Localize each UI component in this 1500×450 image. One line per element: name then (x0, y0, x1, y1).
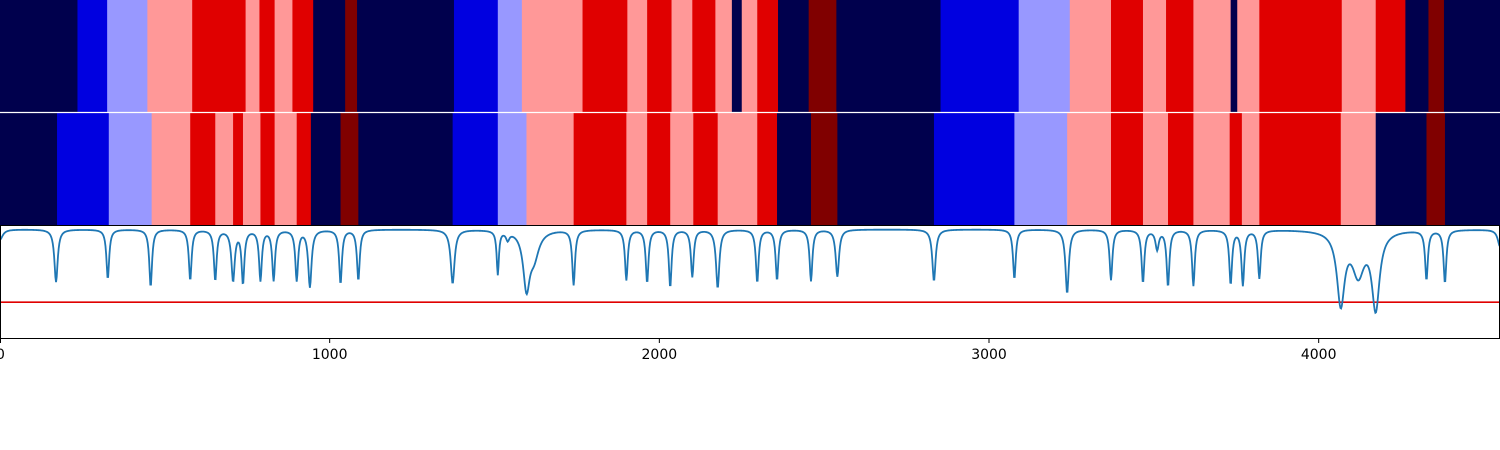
x-tick-label: 4000 (1301, 347, 1337, 363)
band-segment (1018, 0, 1071, 113)
band-segment (757, 112, 778, 225)
band-segment (147, 0, 193, 113)
band-segment (274, 112, 298, 225)
x-tick-label: 0 (0, 347, 5, 363)
band-segment (1405, 0, 1430, 113)
band-segment (1426, 112, 1446, 225)
band-segment (777, 112, 812, 225)
band-segment (1428, 0, 1445, 113)
band-segment (292, 0, 314, 113)
band-segment (810, 112, 838, 225)
band-segment (1241, 112, 1260, 225)
band-segment (1166, 0, 1194, 113)
band-segment (1110, 0, 1144, 113)
band-segment (453, 0, 499, 113)
band-segment (1340, 112, 1377, 225)
band-segment (77, 0, 108, 113)
band-segment (1014, 112, 1068, 225)
band-segment (1110, 112, 1144, 225)
upper-segmentation-band (0, 0, 1500, 113)
band-segment (452, 112, 499, 225)
x-axis: 0 1000 2000 3000 4000 (0, 338, 1337, 363)
band-segment (215, 112, 234, 225)
band-segment (0, 112, 58, 225)
band-segment (1230, 0, 1238, 113)
band-segment (313, 0, 346, 113)
band-segment (1069, 0, 1112, 113)
band-segment (233, 112, 244, 225)
band-segment (582, 0, 628, 113)
plot-frame (0, 225, 1500, 339)
band-segment (693, 112, 719, 225)
band-segment (345, 0, 358, 113)
band-segment (1229, 112, 1243, 225)
band-segment (1443, 0, 1500, 113)
band-segment (190, 112, 216, 225)
band-segment (1259, 0, 1343, 113)
band-segment (670, 112, 694, 225)
band-segment (192, 0, 247, 113)
band-segment (1168, 112, 1194, 225)
band-segment (627, 0, 648, 113)
band-segment (933, 112, 1015, 225)
band-segment (671, 0, 693, 113)
band-segment (647, 0, 673, 113)
signal-line (0, 228, 1500, 315)
band-segment (57, 112, 110, 225)
band-segment (1375, 112, 1428, 225)
band-segment (836, 0, 942, 113)
lower-segmentation-band (0, 112, 1500, 225)
band-segment (274, 0, 294, 113)
band-segment (573, 112, 627, 225)
x-tick-label: 2000 (642, 347, 678, 363)
band-segment (692, 0, 716, 113)
band-segment (1193, 0, 1232, 113)
band-segment (260, 112, 276, 225)
band-segment (1067, 112, 1112, 225)
band-segment (1193, 112, 1231, 225)
band-segment (521, 0, 584, 113)
band-segment (526, 112, 575, 225)
band-segment (108, 112, 153, 225)
band-segment (1259, 112, 1342, 225)
band-segment (340, 112, 359, 225)
band-segment (242, 112, 262, 225)
band-segment (259, 0, 276, 113)
band-segment (757, 0, 779, 113)
band-segment (647, 112, 671, 225)
band-segment (626, 112, 648, 225)
band-segment (296, 112, 312, 225)
band-segment (741, 0, 758, 113)
band-segment (107, 0, 148, 113)
band-segment (717, 112, 758, 225)
band-segment (1142, 112, 1169, 225)
band-segment (837, 112, 935, 225)
x-tick-label: 3000 (971, 347, 1007, 363)
band-segment (1341, 0, 1377, 113)
band-segment (0, 0, 79, 113)
band-segment (358, 112, 454, 225)
band-segment (1444, 112, 1500, 225)
band-segment (940, 0, 1020, 113)
band-segment (1142, 0, 1167, 113)
band-segment (497, 112, 528, 225)
band-segment (731, 0, 743, 113)
band-segment (310, 112, 342, 225)
signal-plot-panel (0, 225, 1500, 339)
band-segment (1375, 0, 1406, 113)
band-segment (778, 0, 810, 113)
band-segment (1237, 0, 1260, 113)
band-segment (808, 0, 837, 113)
band-segment (245, 0, 261, 113)
band-segment (497, 0, 523, 113)
band-segment (715, 0, 733, 113)
band-segment (151, 112, 191, 225)
band-segment (357, 0, 455, 113)
x-tick-label: 1000 (312, 347, 348, 363)
